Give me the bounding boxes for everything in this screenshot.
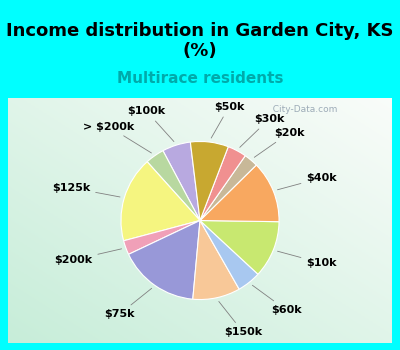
Wedge shape [124,220,200,254]
Text: $40k: $40k [278,173,337,190]
Wedge shape [147,151,200,220]
Text: Income distribution in Garden City, KS
(%): Income distribution in Garden City, KS (… [6,22,394,60]
Wedge shape [190,141,228,220]
Wedge shape [121,162,200,241]
Wedge shape [128,220,200,299]
Wedge shape [200,156,256,220]
Text: $150k: $150k [219,301,262,337]
Wedge shape [193,220,239,300]
Text: Multirace residents: Multirace residents [117,71,283,86]
Text: $60k: $60k [252,285,302,315]
Text: > $200k: > $200k [83,121,152,153]
Wedge shape [200,220,279,274]
Text: $200k: $200k [54,249,122,265]
Text: $75k: $75k [104,288,152,320]
Wedge shape [163,142,200,220]
Text: $10k: $10k [278,251,337,268]
Text: $50k: $50k [211,102,244,138]
Text: $30k: $30k [240,114,284,147]
Wedge shape [200,220,258,289]
Wedge shape [200,165,279,222]
Wedge shape [200,147,245,220]
Text: $100k: $100k [128,106,174,141]
Text: $20k: $20k [254,128,304,157]
Text: City-Data.com: City-Data.com [267,105,338,114]
Text: $125k: $125k [52,183,120,197]
